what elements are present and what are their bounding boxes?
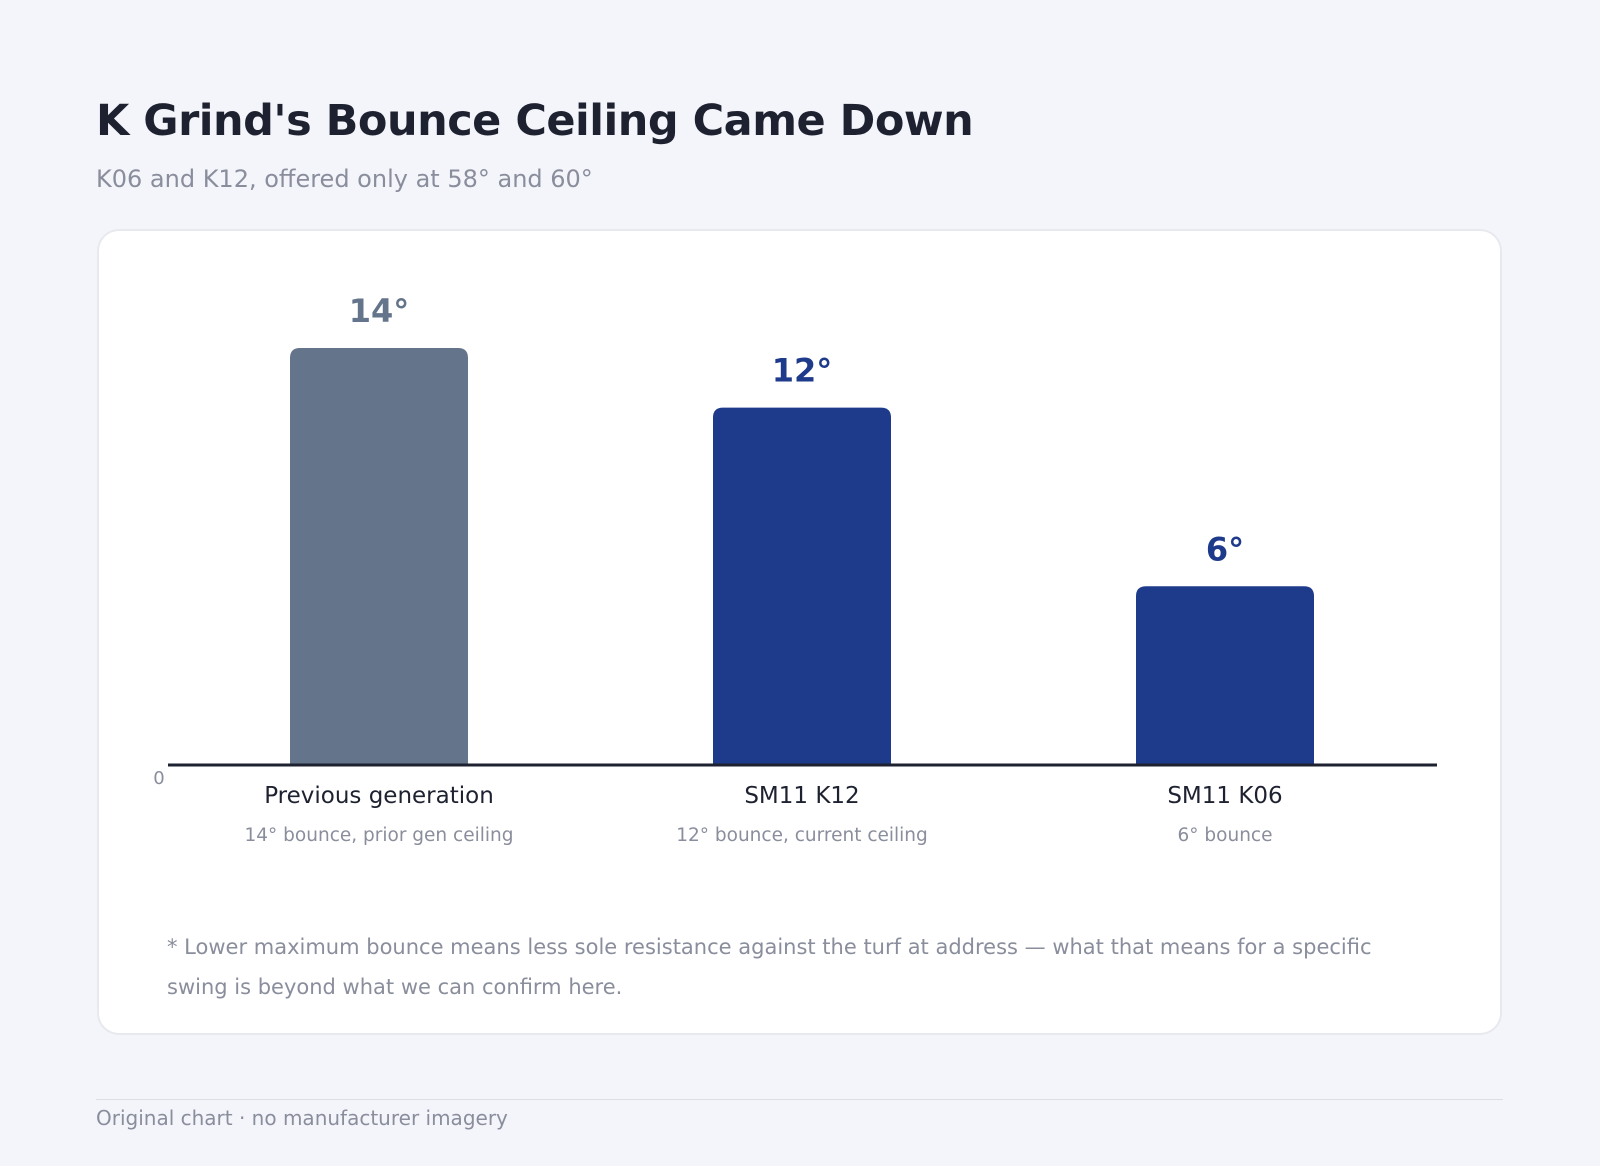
footer-divider — [96, 1099, 1503, 1100]
category-note-3: 6° bounce — [1178, 825, 1273, 846]
page-subtitle: K06 and K12, offered only at 58° and 60° — [96, 165, 593, 193]
chart-card: 14° Previous generation 14° bounce, prior … — [97, 229, 1502, 1035]
page-title: K Grind's Bounce Ceiling Came Down — [96, 96, 974, 146]
bar-2 — [713, 407, 891, 765]
data-label-2: 12° — [772, 352, 833, 390]
data-label-3: 6° — [1206, 530, 1244, 568]
chart-footnote: * Lower maximum bounce means less sole r… — [167, 935, 1372, 999]
category-note-1: 14° bounce, prior gen ceiling — [245, 825, 514, 846]
category-note-2: 12° bounce, current ceiling — [676, 825, 928, 846]
data-label-1: 14° — [349, 292, 410, 330]
footer-note: Original chart · no manufacturer imagery — [96, 1106, 508, 1130]
bar-chart: 14° Previous generation 14° bounce, prior … — [153, 292, 1437, 846]
category-label-2: SM11 K12 — [744, 783, 859, 809]
bar-3 — [1136, 586, 1314, 765]
category-label-3: SM11 K06 — [1167, 783, 1282, 809]
bar-1 — [290, 348, 468, 765]
y-tick-label-zero: 0 — [153, 768, 164, 789]
category-label-1: Previous generation — [264, 783, 494, 809]
